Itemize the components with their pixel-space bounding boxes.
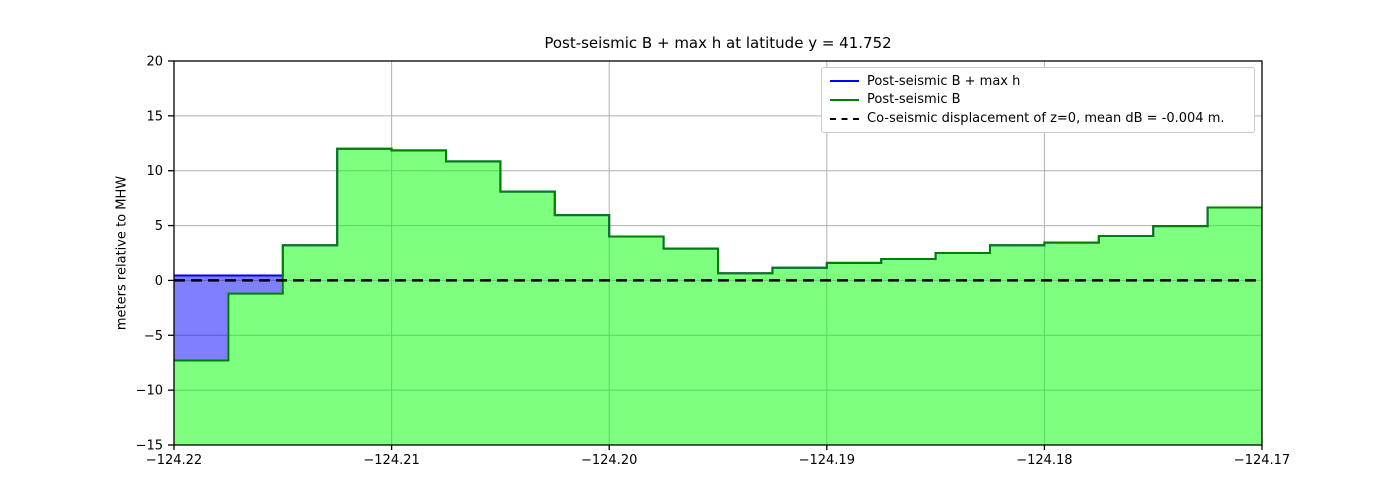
x-tick-label: −124.22	[146, 453, 202, 468]
legend: Post-seismic B + max h Post-seismic B Co…	[821, 67, 1255, 133]
axes-box	[173, 60, 1263, 446]
legend-label-coseismic: Co-seismic displacement of z=0, mean dB …	[867, 111, 1225, 127]
blue-line-swatch	[830, 80, 859, 83]
y-tick-label: 10	[146, 164, 163, 179]
tick-marks	[168, 60, 1263, 450]
line-b	[174, 147, 1262, 362]
y-axis-label: meters relative to MHW	[114, 175, 130, 331]
legend-item-b-plus-max-h: Post-seismic B + max h	[830, 74, 1246, 89]
x-tick-label: −124.18	[1016, 453, 1072, 468]
y-tick-label: −15	[136, 439, 163, 454]
fill-b	[174, 148, 1262, 446]
legend-label-b-plus-max-h: Post-seismic B + max h	[867, 73, 1021, 89]
y-tick-label: 0	[155, 274, 163, 289]
x-tick-label: −124.19	[799, 453, 855, 468]
x-tick-label: −124.20	[581, 453, 637, 468]
green-line-swatch	[830, 98, 859, 101]
y-tick-label: −10	[136, 384, 163, 399]
legend-item-b: Post-seismic B	[830, 92, 1246, 107]
chart-title: Post-seismic B + max h at latitude y = 4…	[544, 34, 892, 52]
legend-label-b: Post-seismic B	[867, 92, 961, 108]
x-tick-label: −124.21	[363, 453, 419, 468]
y-tick-label: 15	[146, 109, 163, 124]
legend-item-coseismic: Co-seismic displacement of z=0, mean dB …	[830, 111, 1246, 126]
x-tick-label: −124.17	[1234, 453, 1290, 468]
y-tick-label: 20	[146, 55, 163, 70]
dashed-line-swatch	[830, 117, 859, 120]
y-tick-label: −5	[144, 329, 163, 344]
tick-labels: −124.22 −124.21 −124.20 −124.19 −124.18 −124.…	[136, 55, 1291, 469]
y-tick-label: 5	[155, 219, 163, 234]
